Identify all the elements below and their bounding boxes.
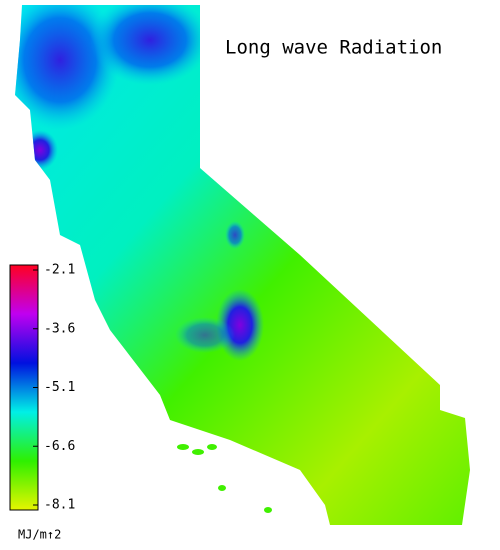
map-title: Long wave Radiation xyxy=(225,37,442,59)
colorbar-tick-label: -2.1 xyxy=(44,263,75,278)
colorbar-label: MJ/m↑2 xyxy=(18,528,61,542)
colorbar-tick-label: -3.6 xyxy=(44,321,75,336)
colorbar-tick-label: -8.1 xyxy=(44,498,75,513)
colorbar-tick-label: -6.6 xyxy=(44,439,75,454)
state-shape xyxy=(15,5,470,525)
colorbar-tick-label: -5.1 xyxy=(44,380,75,395)
islands xyxy=(177,444,272,513)
